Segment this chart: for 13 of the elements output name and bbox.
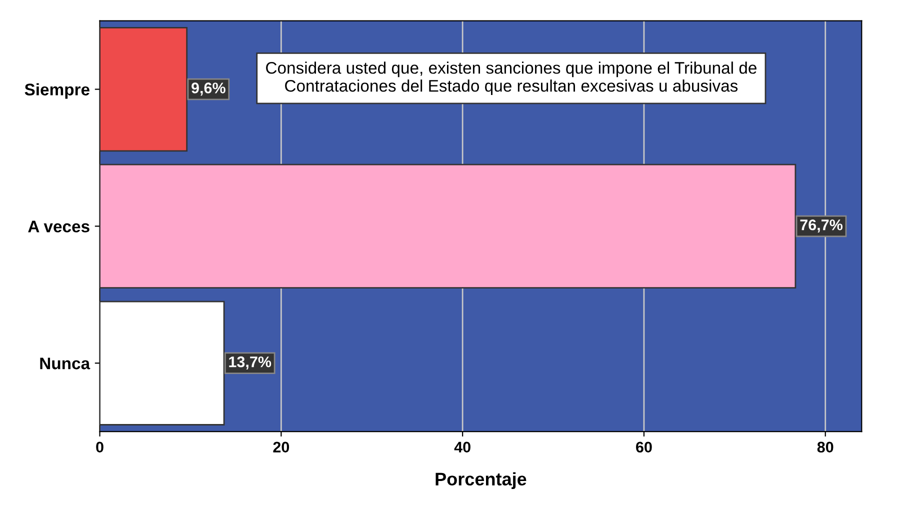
y-tick-label: Siempre <box>24 83 90 99</box>
y-tick-label: A veces <box>28 220 90 232</box>
data-label: 9,6% <box>192 82 226 96</box>
y-tick-label: Nunca <box>40 358 90 370</box>
data-label: 13,7% <box>229 356 272 370</box>
x-axis-title: Porcentaje <box>436 472 526 490</box>
x-tick-label: 80 <box>817 442 834 453</box>
data-label: 76,7% <box>800 219 843 233</box>
x-tick-label: 40 <box>454 442 470 453</box>
x-tick-label: 20 <box>273 442 290 453</box>
x-tick-label: 0 <box>96 442 104 453</box>
annotation: Considera usted que, existen sanciones que impone el Tribunal de Contrataciones del Estado que resultan excesivas u abusivas <box>266 62 756 96</box>
x-tick-label: 60 <box>636 442 652 453</box>
